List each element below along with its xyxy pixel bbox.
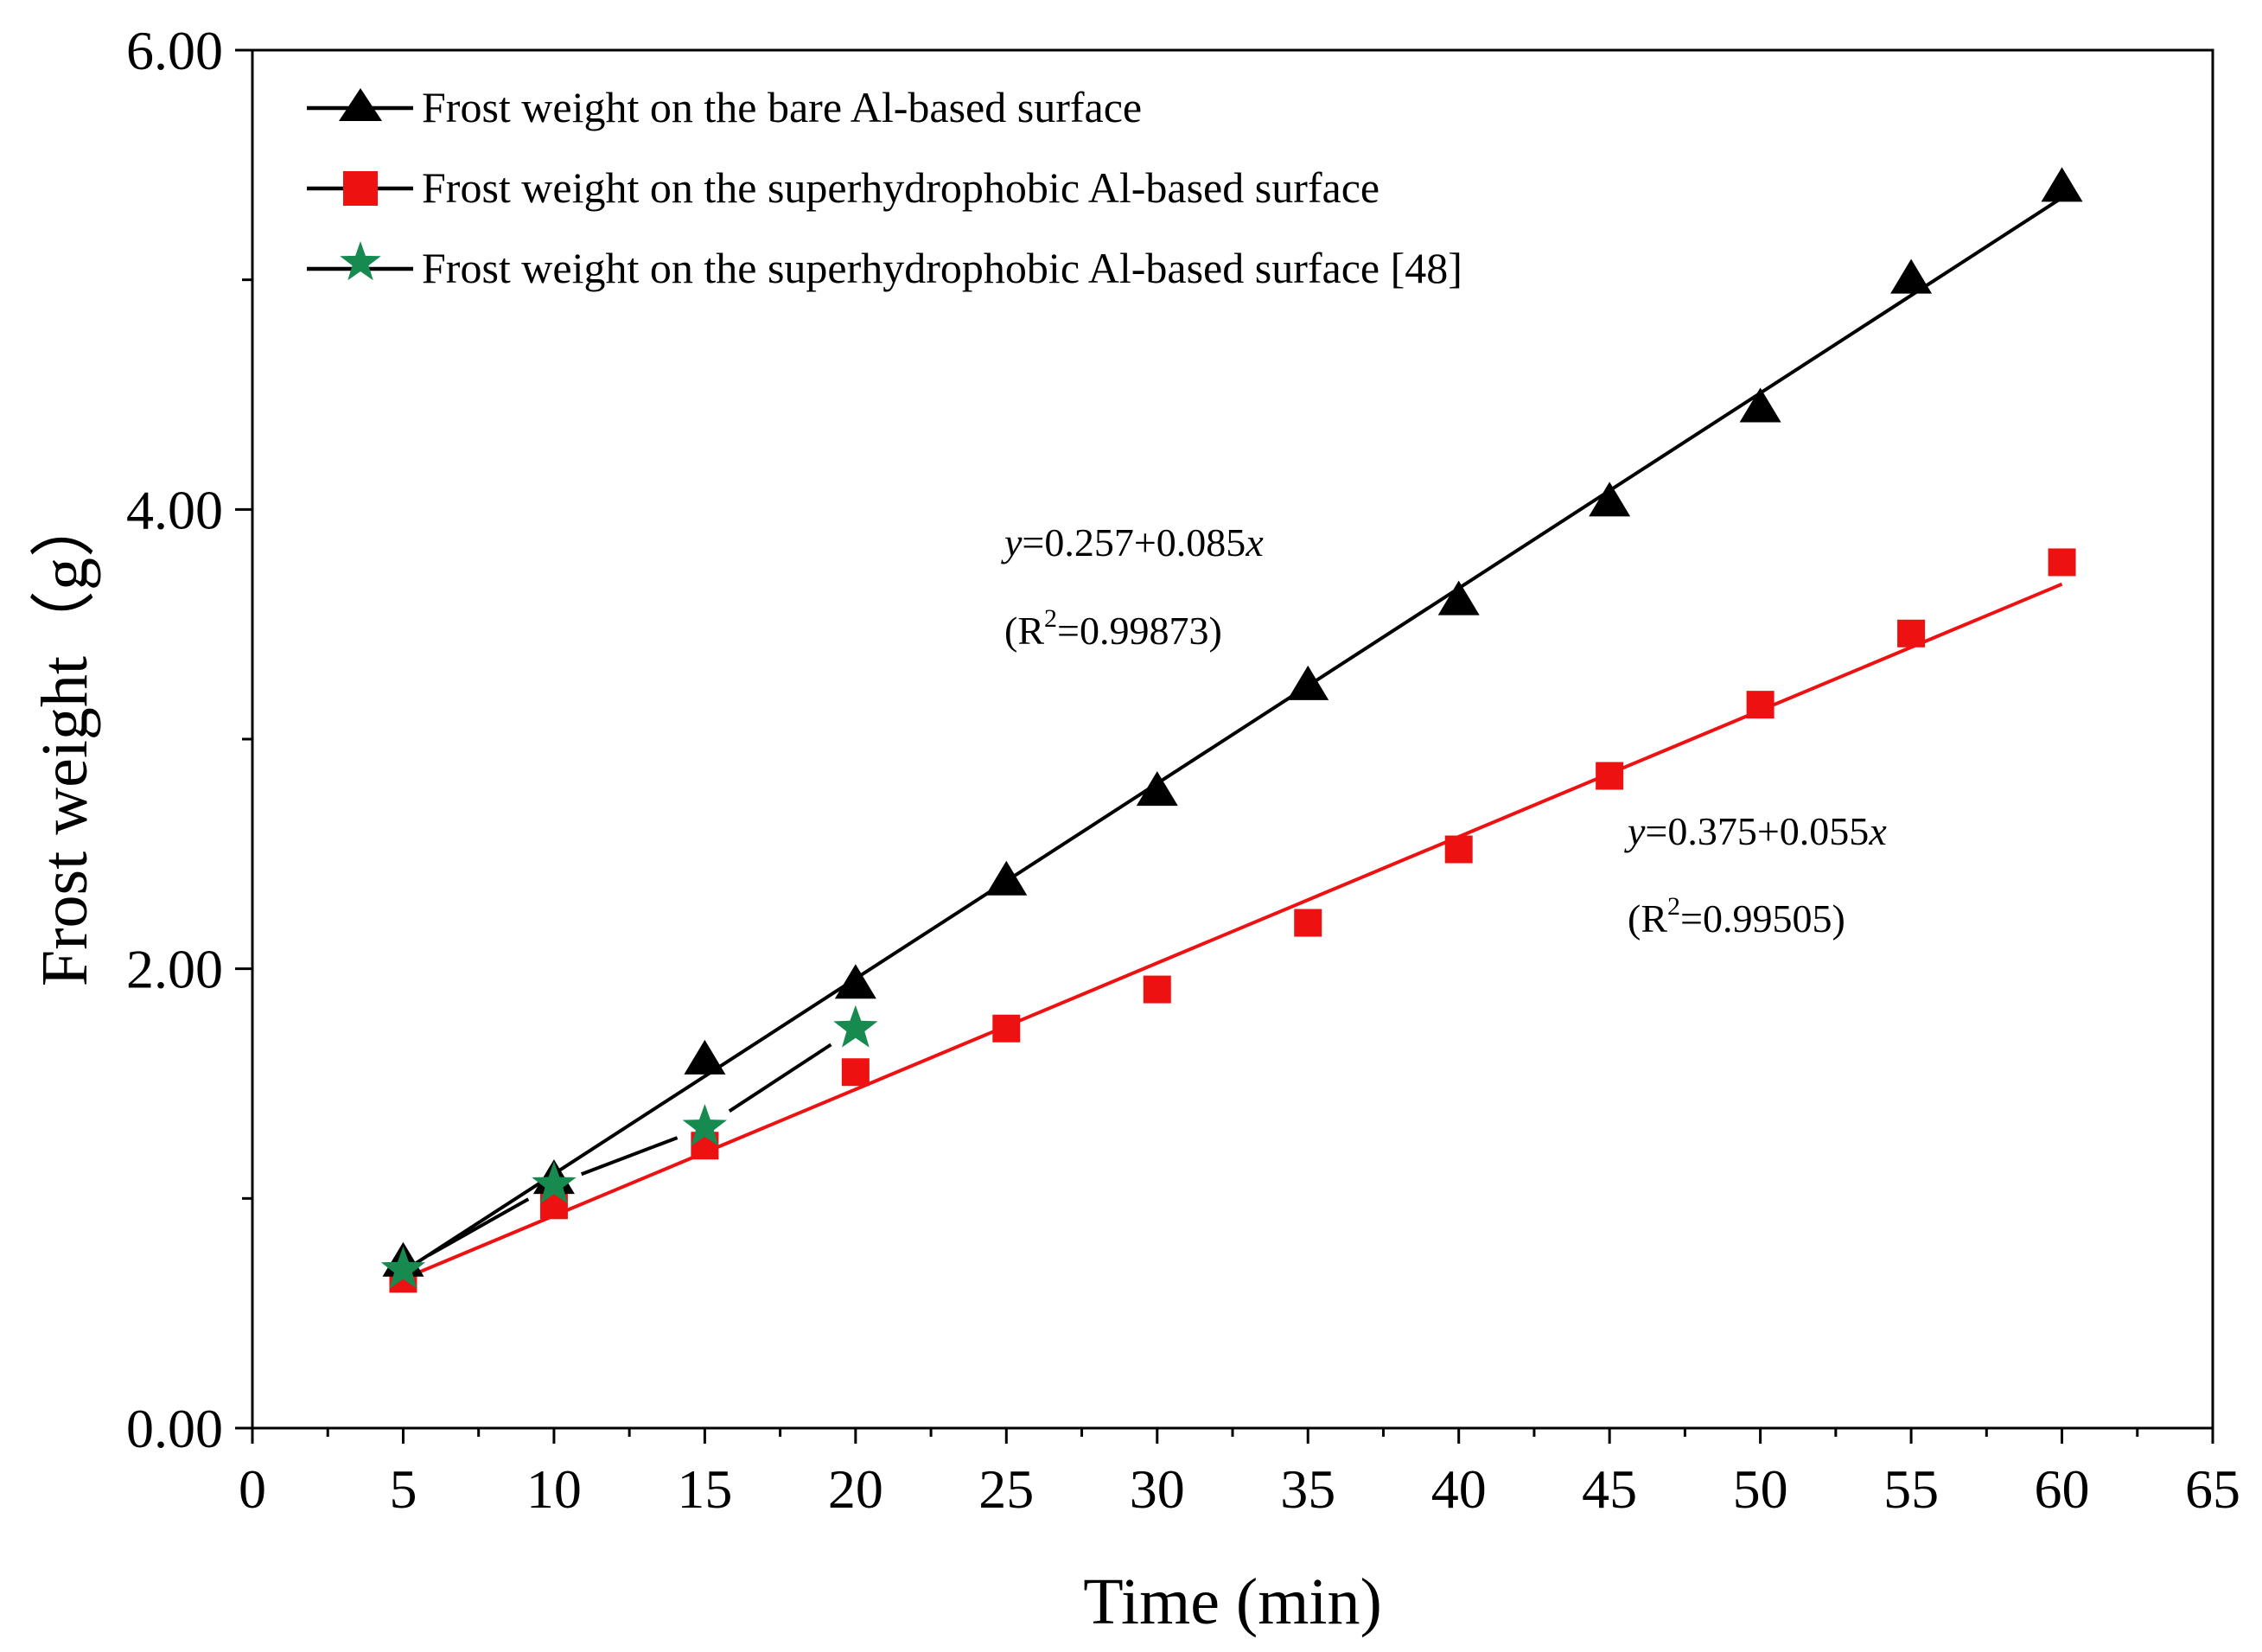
legend-item-bare: Frost weight on the bare Al-based surfac… xyxy=(307,83,1142,131)
data-point-triangle xyxy=(1287,665,1329,700)
x-tick-label: 25 xyxy=(978,1458,1034,1520)
fit-line-series-1 xyxy=(402,582,2063,1281)
axes: 0 5 10 15 20 25 30 35 40 45 50 55 60 65 0.00 2.00 4.00 6.… xyxy=(29,20,2240,1638)
fit-r2-superhydrophobic: (R2=0.99505) xyxy=(1628,892,1845,941)
y-tick-label: 0.00 xyxy=(126,1398,223,1459)
legend-label-superhydrophobic: Frost weight on the superhydrophobic Al-… xyxy=(422,163,1380,212)
data-point-square xyxy=(2048,548,2076,577)
data-point-triangle xyxy=(1890,258,1933,294)
data-point-triangle xyxy=(834,964,876,999)
legend-label-bare: Frost weight on the bare Al-based surfac… xyxy=(422,83,1142,131)
r2-open: (R xyxy=(1004,609,1044,653)
x-tick-label: 50 xyxy=(1733,1458,1788,1520)
fit-equation-bare: y=0.257+0.085x xyxy=(1001,520,1264,564)
eq-var-x: x xyxy=(1868,809,1887,853)
data-point-triangle xyxy=(2041,167,2083,202)
data-point-square xyxy=(841,1058,870,1087)
legend-marker-star xyxy=(340,241,381,281)
data-point-star xyxy=(380,1246,426,1289)
x-tick-label: 40 xyxy=(1431,1458,1487,1520)
x-tick-label: 15 xyxy=(677,1458,732,1520)
data-point-triangle xyxy=(1739,387,1781,423)
data-point-triangle xyxy=(684,1039,726,1075)
legend-marker-square xyxy=(343,171,378,206)
x-tick-label: 10 xyxy=(526,1458,582,1520)
data-point-square xyxy=(1596,762,1624,790)
x-axis-title: Time (min) xyxy=(1083,1566,1382,1638)
x-tick-label: 45 xyxy=(1582,1458,1637,1520)
data-point-star xyxy=(833,1005,878,1048)
x-tick-label: 35 xyxy=(1280,1458,1335,1520)
r2-open: (R xyxy=(1628,896,1667,941)
x-tick-label: 30 xyxy=(1130,1458,1185,1520)
fit-annotation-bare: y=0.257+0.085x (R2=0.99873) xyxy=(1001,520,1264,653)
x-tick-label: 5 xyxy=(389,1458,417,1520)
legend: Frost weight on the bare Al-based surfac… xyxy=(258,59,1675,304)
y-tick-label: 6.00 xyxy=(126,20,223,81)
data-point-triangle xyxy=(1136,771,1178,807)
data-point-star xyxy=(532,1161,577,1204)
x-tick-label: 65 xyxy=(2185,1458,2240,1520)
data-point-square xyxy=(1294,909,1322,937)
data-point-triangle xyxy=(985,860,1028,896)
legend-item-superhydrophobic: Frost weight on the superhydrophobic Al-… xyxy=(307,163,1380,212)
data-point-triangle xyxy=(1437,580,1480,616)
fit-annotation-superhydrophobic: y=0.375+0.055x (R2=0.99505) xyxy=(1624,809,1887,941)
data-point-square xyxy=(1143,975,1171,1004)
data-point-square xyxy=(1897,619,1926,647)
data-point-star xyxy=(682,1104,728,1146)
x-tick-label: 55 xyxy=(1883,1458,1939,1520)
eq-body: =0.257+0.085 xyxy=(1022,520,1246,564)
legend-item-reference: Frost weight on the superhydrophobic Al-… xyxy=(307,241,1462,292)
data-point-square xyxy=(992,1014,1021,1043)
eq-body: =0.375+0.055 xyxy=(1645,809,1869,853)
eq-var-y: y xyxy=(1624,809,1646,853)
y-axis-title: Frost weight（g） xyxy=(29,492,101,986)
plot-area xyxy=(380,167,2083,1293)
connector-line-series-2 xyxy=(428,1197,530,1257)
r2-value: =0.99505) xyxy=(1680,896,1845,941)
fit-line-series-0 xyxy=(402,196,2063,1273)
data-point-square xyxy=(1444,835,1473,864)
eq-var-x: x xyxy=(1245,520,1264,564)
legend-marker-triangle xyxy=(339,88,382,121)
y-tick-label: 4.00 xyxy=(126,479,223,540)
y-tick-label: 2.00 xyxy=(126,939,223,1000)
x-tick-label: 20 xyxy=(828,1458,883,1520)
legend-background xyxy=(258,59,1675,304)
x-tick-label: 0 xyxy=(239,1458,266,1520)
data-point-square xyxy=(1746,691,1775,719)
r2-value: =0.99873) xyxy=(1057,609,1222,653)
fit-equation-superhydrophobic: y=0.375+0.055x xyxy=(1624,809,1887,853)
r2-superscript: 2 xyxy=(1044,604,1057,633)
fit-r2-bare: (R2=0.99873) xyxy=(1004,604,1222,653)
eq-var-y: y xyxy=(1001,520,1023,564)
data-point-triangle xyxy=(1589,482,1631,517)
legend-label-reference: Frost weight on the superhydrophobic Al-… xyxy=(422,244,1462,292)
connector-line-series-2 xyxy=(728,1043,832,1113)
x-tick-label: 60 xyxy=(2035,1458,2090,1520)
r2-superscript: 2 xyxy=(1667,892,1680,921)
connector-line-series-2 xyxy=(580,1136,679,1177)
